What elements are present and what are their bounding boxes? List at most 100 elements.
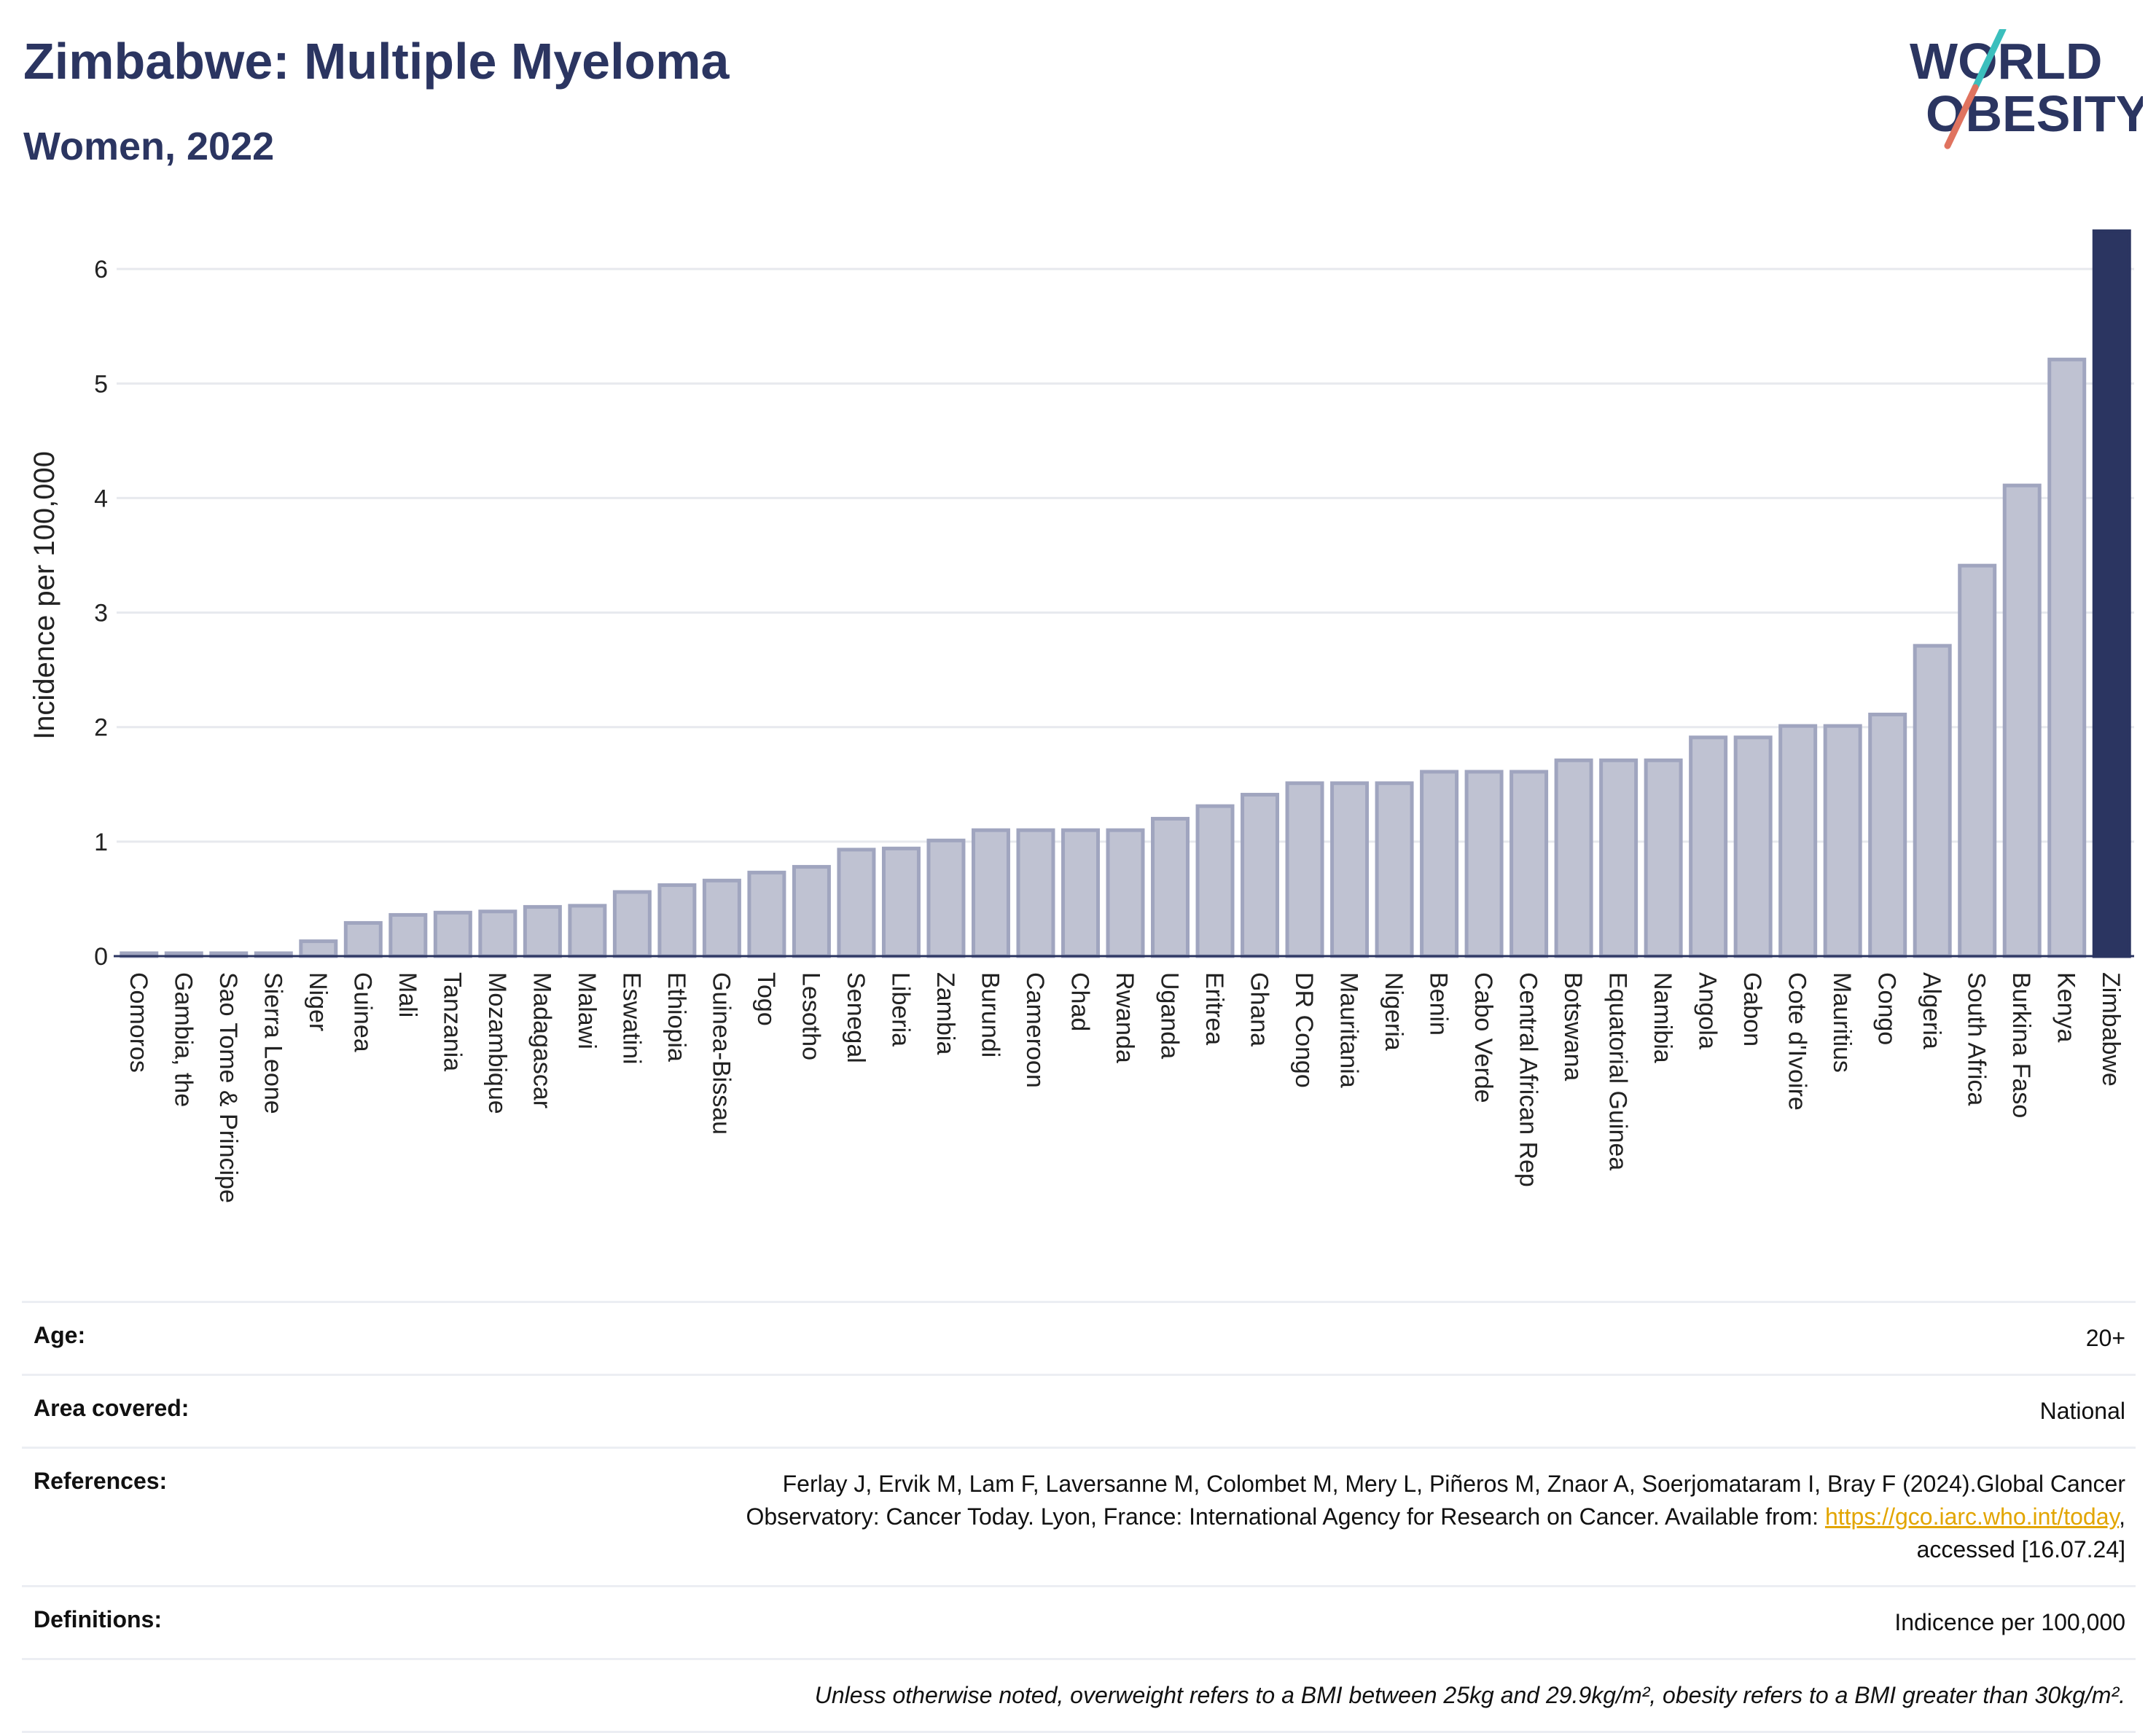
chart-title: Zimbabwe: Multiple Myeloma [23, 33, 730, 90]
bar [299, 939, 338, 958]
area-value: National [2039, 1398, 2125, 1424]
x-tick-label: Guinea-Bissau [707, 972, 735, 1135]
references-value: Ferlay J, Ervik M, Lam F, Laversanne M, … [746, 1468, 2125, 1566]
y-tick-label: 2 [94, 714, 108, 742]
bar [1509, 770, 1549, 958]
bar [747, 870, 786, 958]
y-tick-label: 1 [94, 829, 108, 856]
bar [433, 910, 472, 958]
bar [926, 838, 966, 958]
x-tick-label: Malawi [573, 972, 601, 1049]
x-tick-label: South Africa [1963, 972, 1991, 1106]
bar-chart: 0 1 2 3 4 5 6 Incidence per 100,000 Comoros Gambi… [28, 229, 2134, 1203]
bar [792, 864, 831, 958]
bar [2002, 483, 2042, 958]
x-tick-label: Sierra Leone [259, 972, 286, 1114]
x-tick-label: Mozambique [483, 972, 511, 1114]
x-tick-label: Cabo Verde [1469, 972, 1497, 1103]
references-text-4: accessed [16.07.24] [1916, 1536, 2125, 1562]
bar [837, 848, 876, 958]
info-row-age: Age: 20+ [22, 1301, 2136, 1374]
bar [971, 828, 1010, 958]
bar [1644, 758, 1683, 958]
x-tick-label: Angola [1694, 972, 1722, 1049]
logo-slash-coral [1944, 84, 1979, 149]
x-tick-label: Togo [752, 972, 780, 1026]
info-row-references: References: Ferlay J, Ervik M, Lam F, La… [22, 1447, 2136, 1585]
world-obesity-logo: WORLD OBESITY [1910, 29, 2143, 149]
x-tick-label: Gambia, the [169, 972, 197, 1107]
bar [1599, 758, 1639, 958]
bar [2092, 229, 2131, 958]
x-tick-label: Chad [1066, 972, 1093, 1031]
bar [1420, 770, 1459, 958]
x-tick-label: Lesotho [797, 972, 824, 1060]
chart-subtitle: Women, 2022 [23, 125, 275, 168]
bmi-note: Unless otherwise noted, overweight refer… [814, 1682, 2125, 1708]
bar [1464, 770, 1504, 958]
bar [343, 920, 383, 958]
x-tick-label: Ghana [1246, 972, 1273, 1047]
references-text-2: Observatory: Cancer Today. Lyon, France:… [746, 1503, 1825, 1530]
x-tick-label: Burkina Faso [2007, 972, 2035, 1118]
bar [523, 904, 562, 958]
references-text-1: Ferlay J, Ervik M, Lam F, Laversanne M, … [782, 1471, 2125, 1497]
area-label: Area covered: [34, 1395, 190, 1421]
bar [1151, 816, 1190, 958]
references-label: References: [34, 1468, 168, 1494]
y-tick-label: 6 [94, 256, 108, 283]
y-tick-label: 0 [94, 943, 108, 971]
y-axis-label: Incidence per 100,000 [28, 451, 60, 740]
bar [881, 846, 921, 958]
bar [1375, 781, 1414, 958]
x-tick-label: Comoros [125, 972, 152, 1073]
x-tick-label: Algeria [1918, 972, 1945, 1049]
bar [1285, 781, 1324, 958]
x-tick-label: Guinea [348, 972, 376, 1052]
bar [1958, 563, 1997, 958]
bar [1241, 792, 1280, 958]
references-link[interactable]: https://gco.iarc.who.int/today [1824, 1503, 2120, 1530]
info-row-area: Area covered: National [22, 1374, 2136, 1447]
x-tick-label: Kenya [2053, 972, 2080, 1042]
x-tick-label: Madagascar [528, 972, 555, 1108]
x-tick-label: Namibia [1649, 972, 1676, 1063]
x-tick-label: DR Congo [1290, 972, 1318, 1088]
bar [1913, 643, 1952, 958]
x-tick-label: Sao Tome & Principe [214, 972, 242, 1203]
x-tick-label: Burundi [976, 972, 1004, 1057]
x-tick-label: Zimbabwe [2097, 972, 2125, 1087]
bar [1016, 828, 1055, 958]
x-tick-label: Gabon [1738, 972, 1766, 1047]
bar [612, 890, 652, 958]
bar [2047, 357, 2087, 958]
x-tick-label: Botswana [1559, 972, 1587, 1081]
x-tick-label: Mauritius [1828, 972, 1856, 1073]
x-tick-label: Cameroon [1021, 972, 1049, 1088]
x-tick-label: Nigeria [1380, 972, 1407, 1051]
logo-slash-teal [1972, 29, 2007, 91]
bar [1868, 712, 1907, 958]
logo-line-1: WORLD [1910, 33, 2102, 90]
definitions-value: Indicence per 100,000 [1894, 1609, 2125, 1635]
x-tick-label: Central African Rep [1515, 972, 1542, 1187]
x-tick-label: Equatorial Guinea [1604, 972, 1632, 1170]
bar [1778, 724, 1818, 958]
age-label: Age: [34, 1322, 86, 1348]
age-value: 20+ [2085, 1325, 2125, 1351]
x-tick-label: Benin [1425, 972, 1453, 1036]
x-tick-label: Mauritania [1335, 972, 1363, 1088]
definitions-label: Definitions: [34, 1606, 162, 1632]
bar [1195, 804, 1235, 958]
x-tick-label: Niger [304, 972, 332, 1031]
y-tick-label: 5 [94, 370, 108, 398]
info-table: Age: 20+ Area covered: National Referenc… [22, 1301, 2136, 1733]
info-row-note: Unless otherwise noted, overweight refer… [22, 1658, 2136, 1733]
info-row-definitions: Definitions: Indicence per 100,000 [22, 1585, 2136, 1658]
x-tick-label: Eritrea [1200, 972, 1228, 1045]
y-tick-label: 4 [94, 485, 108, 512]
bar [1061, 828, 1100, 958]
x-tick-label: Zambia [931, 972, 959, 1055]
y-tick-label: 3 [94, 600, 108, 627]
x-tick-label: Congo [1873, 972, 1901, 1045]
